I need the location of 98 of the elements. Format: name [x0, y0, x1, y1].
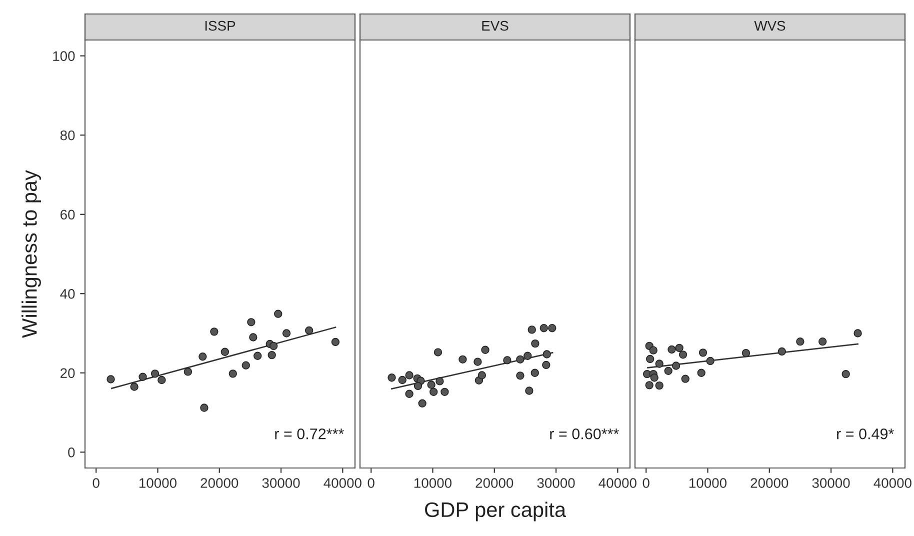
point [200, 404, 208, 412]
point [516, 355, 524, 364]
point [525, 386, 534, 395]
point [655, 381, 664, 390]
y-axis-title: Willingness to pay [22, 170, 41, 338]
point [478, 371, 486, 380]
point [698, 348, 708, 357]
point [436, 377, 444, 386]
x-tick-label: 10000 [139, 478, 177, 488]
point [742, 348, 750, 358]
point [150, 370, 160, 378]
point [678, 350, 688, 359]
point [672, 362, 680, 370]
point [398, 376, 406, 384]
point [474, 358, 482, 366]
point [247, 318, 256, 326]
point [268, 350, 276, 360]
chart-title: ISSP [205, 20, 236, 31]
annotation: r = 0.60*** [550, 428, 619, 440]
x-tick-label: 10000 [689, 478, 727, 488]
point [530, 368, 539, 377]
point [540, 324, 548, 332]
point [158, 376, 166, 384]
point [668, 345, 676, 354]
point [242, 361, 250, 370]
x-tick-label: 0 [368, 478, 374, 488]
x-tick-label: 20000 [476, 478, 514, 488]
point [503, 356, 512, 364]
point [778, 347, 786, 356]
point [675, 344, 684, 352]
point [664, 366, 672, 375]
y-tick-label: 0 [68, 447, 75, 458]
point [528, 326, 536, 334]
point [646, 354, 654, 364]
point [434, 348, 442, 356]
x-tick-label: 30000 [262, 478, 300, 488]
point [106, 375, 115, 384]
point [269, 342, 278, 350]
point [542, 360, 550, 370]
point [842, 370, 850, 378]
point [388, 374, 396, 382]
annotation: r = 0.49* [837, 428, 894, 440]
point [184, 368, 192, 376]
annotation: r = 0.72*** [275, 428, 344, 440]
point [524, 352, 532, 360]
x-axis-title: GDP per capita [425, 502, 566, 522]
chart-title: EVS [482, 20, 508, 31]
point [430, 388, 438, 396]
x-tick-label: 30000 [537, 478, 575, 488]
x-tick-label: 30000 [812, 478, 850, 488]
x-tick-label: 0 [642, 478, 650, 488]
point [645, 381, 654, 390]
x-tick-label: 20000 [200, 478, 238, 488]
point [228, 370, 237, 378]
point [481, 346, 490, 354]
point [427, 380, 436, 389]
x-tick-label: 40000 [874, 478, 912, 488]
point [516, 372, 524, 380]
point [818, 337, 827, 346]
point [274, 310, 282, 318]
point [458, 355, 467, 364]
point [440, 388, 449, 396]
point [542, 350, 551, 358]
x-tick-label: 20000 [750, 478, 788, 488]
point [548, 324, 556, 332]
point [198, 352, 207, 361]
point [854, 329, 862, 338]
point [650, 374, 658, 382]
y-tick-label: 60 [60, 210, 75, 220]
point [531, 339, 540, 348]
point [697, 368, 706, 377]
point [331, 338, 340, 346]
y-tick-label: 20 [60, 368, 75, 378]
y-tick-label: 80 [60, 130, 75, 140]
x-tick-label: 40000 [324, 478, 362, 488]
x-tick-label: 40000 [598, 478, 636, 488]
y-tick-label: 40 [60, 288, 75, 299]
point [655, 360, 664, 368]
point [649, 346, 658, 354]
x-tick-label: 0 [92, 478, 100, 488]
point [418, 399, 426, 408]
point [130, 382, 138, 391]
chart-title: WVS [754, 20, 786, 31]
x-tick-label: 10000 [414, 478, 452, 488]
point [249, 333, 258, 342]
point [220, 348, 230, 356]
point [796, 337, 804, 346]
point [681, 374, 690, 383]
point [138, 372, 147, 381]
point [304, 326, 314, 335]
point [282, 329, 291, 338]
point [706, 356, 714, 366]
point [405, 371, 414, 380]
y-tick-label: 100 [53, 51, 75, 62]
point [405, 390, 414, 398]
point [414, 382, 422, 390]
point [254, 352, 262, 360]
point [210, 328, 218, 336]
